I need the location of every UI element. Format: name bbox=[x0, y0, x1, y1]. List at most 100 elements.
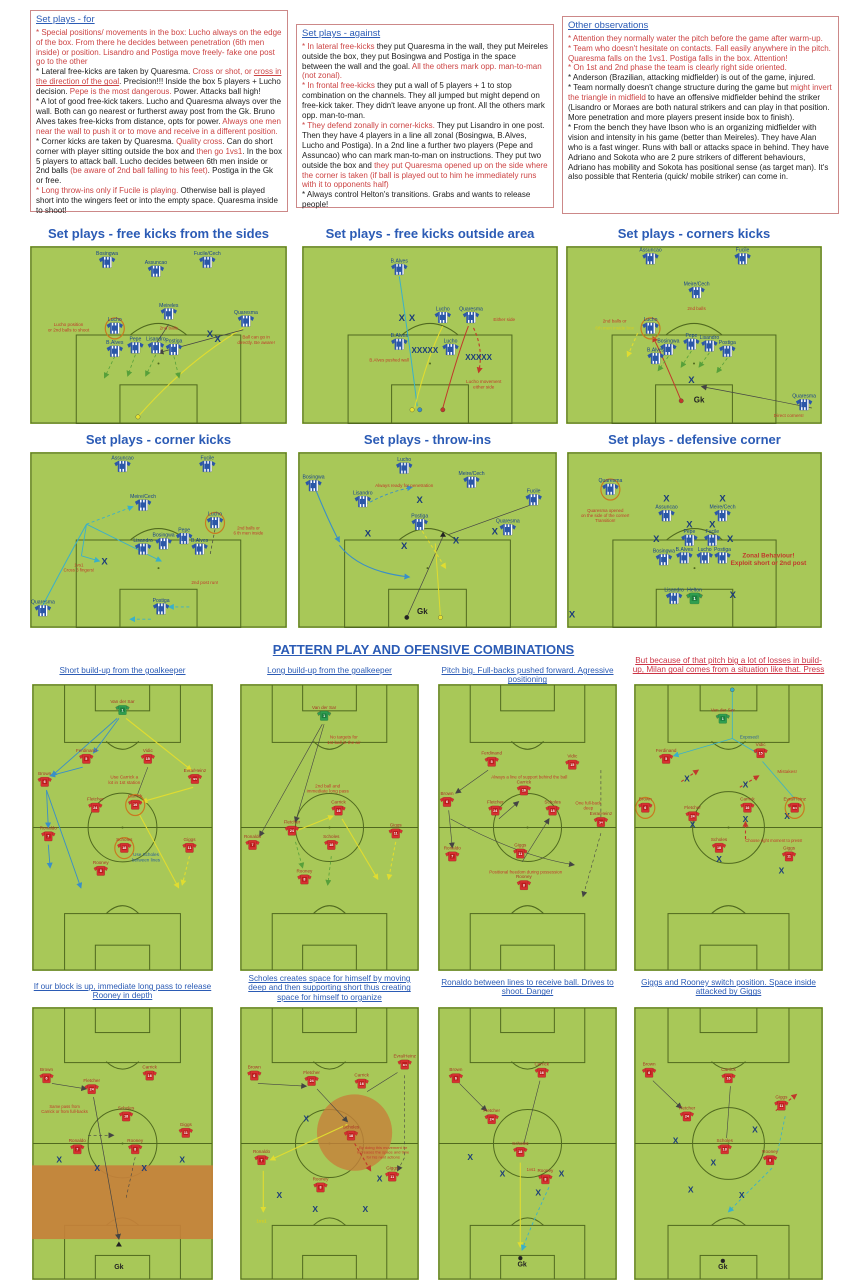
player-fletcher: Fletcher 24 bbox=[87, 797, 104, 813]
pitch-line bbox=[129, 323, 188, 336]
player-name: Carrick bbox=[517, 779, 532, 784]
notes-text-segment: Pepe is the most dangerous. bbox=[69, 87, 172, 97]
player-carrick: Carrick 16 bbox=[142, 1065, 158, 1081]
player-name: Brown bbox=[643, 1062, 656, 1067]
pitch-diagram-defensive-corner: X X X X X X X X Quaresma Assuncao Meire/Cech Pepe Fu… bbox=[567, 452, 822, 628]
player-shirt bbox=[463, 476, 480, 488]
pitch-diagram-corner-kicks: X Assuncao Fucile Meire/Cech Lucho Lisandro Bo… bbox=[30, 452, 287, 628]
pitch-diagram-free-kicks-sides: X X Bosingwa Assuncao Fucile/Cech Meireles Luc… bbox=[30, 246, 287, 424]
annotation-label: Direct corners! bbox=[774, 413, 804, 418]
player-lucho: Lucho bbox=[434, 306, 451, 324]
notes-paragraph: * Anderson (Brazilian, attacking midfiel… bbox=[568, 73, 833, 83]
player-shirt: 8 bbox=[297, 874, 312, 885]
player-name: Rooney bbox=[313, 1176, 330, 1181]
highlight-ring bbox=[640, 317, 661, 340]
diagram-title-corner-kicks: Set plays - corner kicks bbox=[85, 432, 232, 447]
notes-paragraph: * They defend zonally in corner-kicks. T… bbox=[302, 121, 548, 190]
player-name: Carrick bbox=[331, 800, 346, 805]
pitch-svg: X Assuncao Fucile Meire/Cech Lucho Bosingwa Pe… bbox=[566, 246, 822, 424]
x-mark: X bbox=[179, 1155, 185, 1165]
player-van-der-sar: Van der Sar 1 bbox=[312, 705, 337, 721]
player-name: Helton bbox=[687, 587, 702, 593]
player-number: 3/4 bbox=[793, 806, 797, 810]
player-shirt: 6 bbox=[642, 1067, 657, 1078]
arrow-line bbox=[365, 485, 413, 506]
player-name: Quaresma bbox=[31, 600, 55, 606]
annotation-label: XXXXX bbox=[412, 346, 439, 355]
diagram-title-free-kicks-outside: Set plays - free kicks outside area bbox=[325, 226, 535, 241]
player-fucile-cech: Fucile/Cech bbox=[194, 251, 221, 268]
player-lisandro: Lisandro bbox=[146, 337, 166, 354]
player-shirt bbox=[176, 532, 193, 545]
player-name: Fletcher bbox=[679, 1105, 696, 1110]
player-name: Scholes bbox=[116, 837, 133, 842]
player-shirt: 16 bbox=[721, 1073, 736, 1084]
player-number: 3/4 bbox=[599, 820, 603, 824]
pitch-line bbox=[711, 1217, 746, 1226]
player-number: 8 bbox=[100, 869, 102, 873]
diagram-title-defensive-corner: Set plays - defensive corner bbox=[608, 432, 781, 447]
player-shirt: 3/4 bbox=[593, 817, 608, 827]
arrow-line bbox=[672, 738, 733, 758]
notes-text-segment: * On 1st and 2nd phase the team is clear… bbox=[568, 63, 787, 73]
player-number: 11 bbox=[188, 846, 192, 850]
notes-paragraph: * Lateral free-kicks are taken by Quares… bbox=[36, 67, 282, 97]
notes-text-segment: * A lot of good free-kick takers. Lucho … bbox=[36, 97, 282, 126]
player-name: Carrick bbox=[142, 1065, 157, 1070]
pitch-svg: X X X X X X X Van der Sar 1 Ferdinand 5 Vidic 15 Brow… bbox=[634, 684, 823, 971]
player-shirt: 1 bbox=[317, 711, 332, 721]
player-number: 11 bbox=[779, 1104, 783, 1108]
player-number: 18 bbox=[329, 843, 333, 847]
ball-marker bbox=[409, 407, 415, 413]
player-name: Lucho bbox=[444, 338, 458, 344]
player-shirt: 24 bbox=[685, 811, 700, 822]
arrow-line bbox=[138, 812, 180, 889]
player-shirt bbox=[660, 343, 677, 356]
arrow-line bbox=[498, 801, 520, 820]
player-name: Scholes bbox=[118, 1105, 135, 1110]
player-number: 24 bbox=[490, 1117, 494, 1121]
player-name: Postiga bbox=[719, 340, 736, 346]
player-number: 24 bbox=[310, 1079, 314, 1083]
pitch-line bbox=[567, 452, 822, 628]
player-shirt bbox=[655, 554, 673, 566]
player-vidic: Vidic 15 bbox=[753, 742, 768, 758]
annotation-label: 2nd post run! bbox=[191, 580, 218, 585]
annotation-label: B.Alves pushed wall bbox=[369, 358, 408, 363]
player-postiga: Postiga bbox=[411, 513, 428, 531]
pitch-diagram-pitch-big: Ferdinand 5 Vidic 15 Brown 6 Carrick 16 Fletcher… bbox=[438, 684, 617, 971]
player-shirt bbox=[165, 343, 183, 356]
player-number: 11 bbox=[518, 852, 522, 856]
arrow-line bbox=[455, 769, 489, 794]
player-shirt: 1 bbox=[686, 592, 703, 605]
penalty-spot bbox=[693, 567, 696, 570]
diagram-title-throw-ins: Set plays - throw-ins bbox=[363, 432, 492, 447]
annotation-label: One full-back deep bbox=[575, 801, 602, 811]
arrow-line bbox=[316, 1088, 349, 1123]
x-mark: X bbox=[399, 313, 406, 324]
notes-text-segment: then go 1vs1 bbox=[196, 146, 243, 156]
annotation-label: 1vs1 Cross 3 fingers! bbox=[63, 562, 94, 572]
annotation-label: 1vs1 bbox=[256, 1219, 267, 1224]
player-shirt: 18 bbox=[711, 843, 727, 853]
player-shirt: 18 bbox=[717, 1144, 732, 1155]
ball-marker bbox=[417, 407, 423, 413]
player-rooney: Rooney 8 bbox=[762, 1149, 779, 1165]
player-name: Rooney bbox=[93, 860, 110, 865]
player-name: Assuncao bbox=[639, 248, 662, 254]
player-number: 24 bbox=[691, 814, 695, 818]
player-name: Giggs bbox=[183, 837, 196, 842]
player-shirt: 6 bbox=[638, 802, 653, 813]
triangle-marker bbox=[115, 1241, 122, 1247]
player-postiga: Postiga bbox=[719, 340, 736, 357]
player-shirt bbox=[147, 342, 165, 354]
player-shirt: 16 bbox=[516, 785, 531, 796]
player-name: Postiga bbox=[153, 598, 170, 604]
notes-text-segment: * They defend zonally in corner-kicks. bbox=[302, 121, 437, 131]
notes-paragraph: * Corner kicks are taken by Quaresma. Qu… bbox=[36, 137, 282, 187]
pitch-svg: X X B.Alves Lucho Quaresma B.Alves Lucho XXXXX X… bbox=[302, 246, 558, 424]
player-name: Lisandro bbox=[133, 538, 153, 544]
center-spot bbox=[727, 1142, 730, 1145]
annotation-label: 2nd balls or bbox=[603, 319, 627, 324]
player-shirt: 6 bbox=[439, 797, 455, 807]
